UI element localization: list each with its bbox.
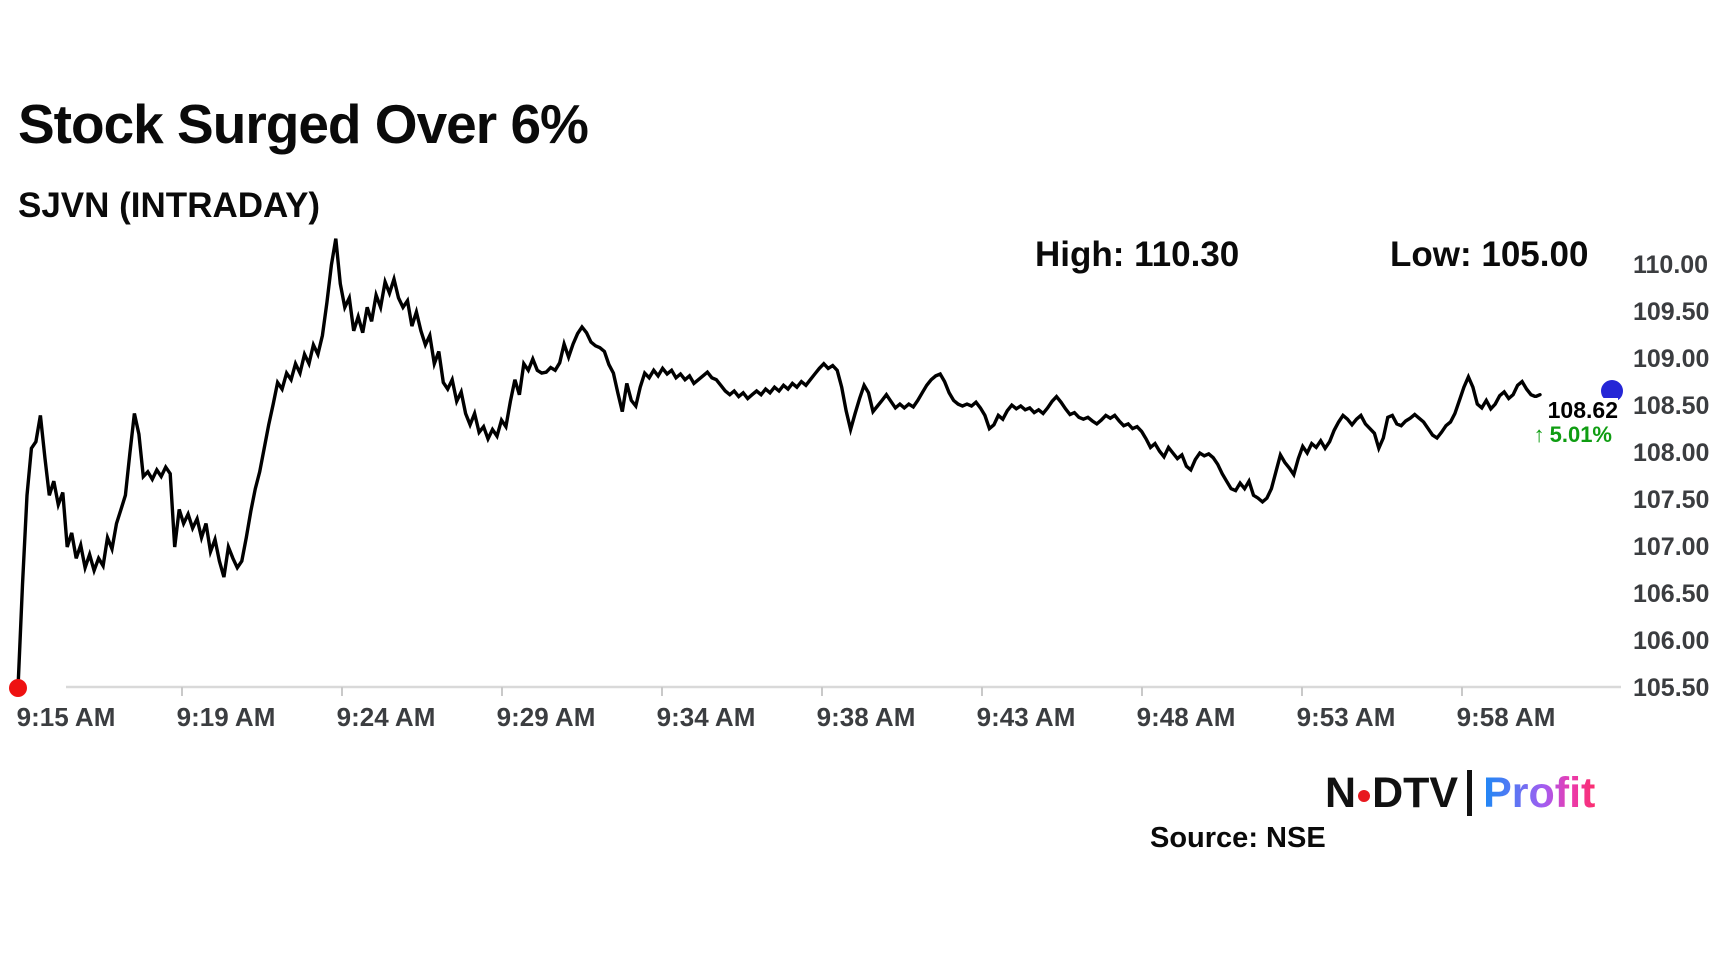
y-axis-label: 106.50 [1633,580,1710,608]
change-percent-value: 5.01% [1549,422,1612,447]
change-percent-label: ↑ 5.01% [1462,423,1612,447]
x-axis-label: 9:53 AM [1296,702,1396,732]
page-title: Stock Surged Over 6% [18,93,589,155]
logo-separator-bar [1467,770,1473,816]
last-price-dot [1601,380,1623,402]
logo-red-dot-icon [1358,790,1371,802]
ndtv-profit-logo: N DTV Profit [1325,768,1595,818]
ndtv-letter-n: N [1325,768,1357,817]
x-axis-label: 9:43 AM [976,702,1076,732]
x-axis-label: 9:24 AM [336,702,436,732]
x-axis-label: 9:34 AM [656,702,756,732]
price-line [16,238,1542,690]
x-axis-label: 9:48 AM [1136,702,1236,732]
up-arrow-icon: ↑ [1533,422,1545,447]
y-axis-label: 109.00 [1633,345,1710,373]
high-value-label: High: 110.30 [1035,235,1240,274]
ndtv-wordmark: N DTV [1325,769,1458,818]
y-axis-label: 110.00 [1633,251,1709,279]
y-axis-label: 109.50 [1633,298,1710,326]
x-axis-label: 9:29 AM [496,702,596,732]
profit-wordmark: Profit [1483,768,1596,817]
y-axis-label: 107.00 [1633,533,1710,561]
x-axis-ticks [181,687,1463,696]
y-axis-label: 107.50 [1633,486,1710,514]
y-axis-label: 108.00 [1633,439,1710,467]
x-axis-label: 9:19 AM [176,702,276,732]
y-axis-label: 106.00 [1633,627,1710,655]
ndtv-letters-dtv: DTV [1372,768,1459,817]
x-axis-label: 9:38 AM [816,702,916,732]
source-label: Source: NSE [1150,822,1326,854]
y-axis-label: 108.50 [1633,392,1710,420]
chart-subtitle: SJVN (INTRADAY) [18,186,321,225]
x-axis-label: 9:58 AM [1456,702,1556,732]
low-value-label: Low: 105.00 [1390,235,1589,274]
session-start-dot [9,679,27,697]
x-axis-label: 9:15 AM [16,702,116,732]
y-axis-label: 105.50 [1633,674,1710,702]
last-price-label: 108.62 [1534,398,1618,422]
